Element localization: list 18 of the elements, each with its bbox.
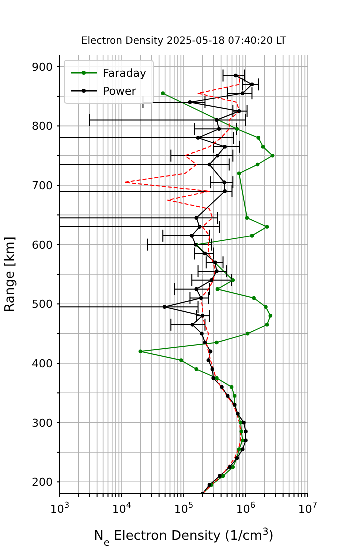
x-tick-label: 10$^{7}$ — [298, 500, 318, 516]
y-tick-label: 500 — [32, 298, 53, 312]
y-tick-label: 400 — [32, 357, 53, 370]
legend-label: Power — [103, 84, 136, 98]
legend-label: Faraday — [103, 66, 147, 80]
x-tick-label: 10$^{3}$ — [50, 500, 70, 516]
x-tick-label: 10$^{4}$ — [112, 500, 132, 516]
y-tick-label: 700 — [32, 180, 53, 193]
x-axis-title: N$_{e}$ Electron Density (1/cm$^{3}$) — [94, 526, 274, 548]
y-tick-label: 900 — [32, 60, 53, 74]
y-axis-title: Range [km] — [3, 236, 18, 312]
y-tick-label: 800 — [32, 120, 53, 134]
y-tick-label: 600 — [32, 238, 53, 252]
x-tick-label: 10$^{5}$ — [174, 500, 194, 516]
x-tick-label: 10$^{6}$ — [236, 500, 256, 516]
y-tick-label: 300 — [32, 416, 53, 430]
chart-title: Electron Density 2025-05-18 07:40:20 LT — [80, 36, 288, 47]
y-tick-label: 200 — [32, 476, 53, 490]
